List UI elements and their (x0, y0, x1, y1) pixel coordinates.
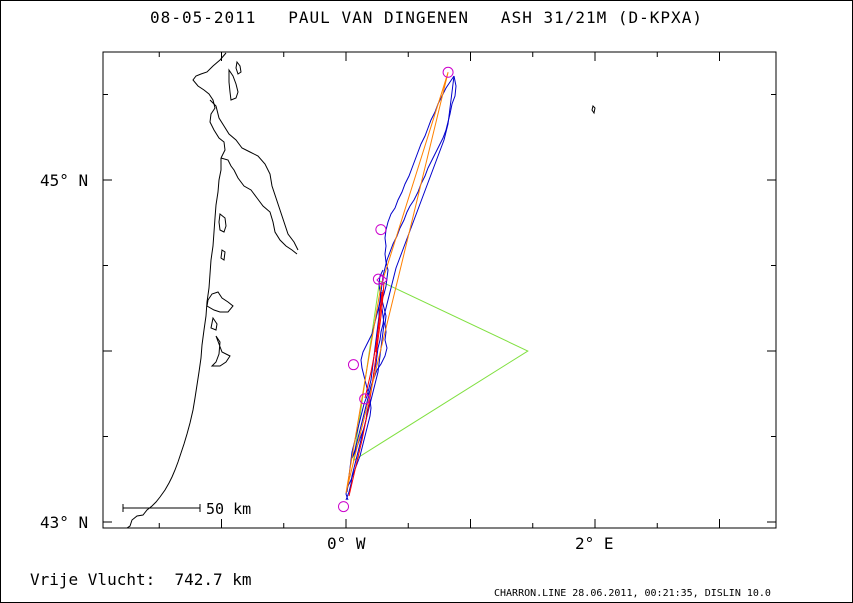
flight-title: 08-05-2011 PAUL VAN DINGENEN ASH 31/21M … (150, 8, 703, 27)
lon-label-2: 2° E (575, 534, 614, 553)
scale-bar-label: 50 km (206, 500, 251, 518)
optimized-route (348, 281, 385, 497)
turnpoint-marker-0 (338, 501, 350, 513)
scale-bar (122, 504, 201, 512)
turnpoint-marker-4 (347, 359, 359, 371)
credit-line: CHARRON.LINE 28.06.2011, 00:21:35, DISLI… (494, 588, 771, 599)
lat-label-45: 45° N (40, 171, 88, 190)
lat-label-43: 43° N (40, 513, 88, 532)
start-diamond-marker (376, 274, 388, 286)
lon-label-0: 0° W (327, 534, 366, 553)
axis-ticks (103, 52, 776, 528)
turnpoint-marker-1 (442, 66, 454, 78)
task-line (345, 72, 449, 494)
free-flight-distance: Vrije Vlucht: 742.7 km (30, 570, 252, 589)
axis-labels: 45° N 43° N 0° W 2° E (40, 171, 614, 553)
coastline (126, 52, 596, 529)
turnpoint-marker-2 (375, 224, 387, 236)
plot-frame (102, 51, 777, 529)
turnpoint-marker-3 (372, 273, 384, 285)
turnpoints (338, 66, 454, 513)
turnpoint-marker-5 (359, 393, 371, 405)
fai-triangle (352, 280, 529, 462)
